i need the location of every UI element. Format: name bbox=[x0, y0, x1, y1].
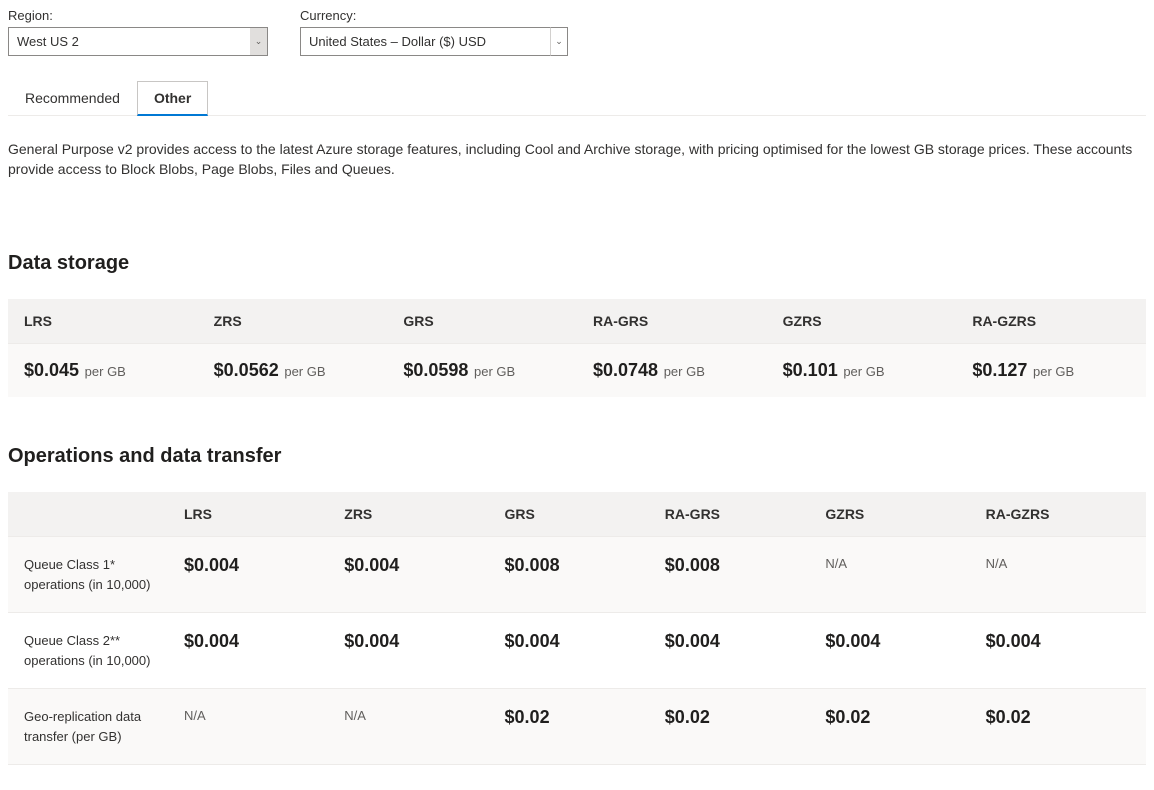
filter-bar: Region: West US 2 ⌄ Currency: United Sta… bbox=[8, 8, 1146, 72]
currency-select-wrap: United States – Dollar ($) USD ⌄ bbox=[300, 27, 568, 56]
table-cell: $0.004 bbox=[168, 613, 328, 689]
price-unit: per GB bbox=[660, 364, 705, 379]
region-select-wrap: West US 2 ⌄ bbox=[8, 27, 268, 56]
table-cell: $0.02 bbox=[809, 689, 969, 765]
price-amount: $0.004 bbox=[505, 631, 560, 651]
na-value: N/A bbox=[184, 708, 206, 723]
operations-title: Operations and data transfer bbox=[8, 445, 1146, 468]
table-cell: N/A bbox=[809, 537, 969, 613]
table-cell: $0.008 bbox=[489, 537, 649, 613]
table-header-cell: RA-GRS bbox=[649, 492, 810, 537]
price-amount: $0.0748 bbox=[593, 360, 658, 380]
price-amount: $0.02 bbox=[505, 707, 550, 727]
price-amount: $0.004 bbox=[184, 555, 239, 575]
price-amount: $0.02 bbox=[825, 707, 870, 727]
price-amount: $0.02 bbox=[665, 707, 710, 727]
price-cell: $0.0748 per GB bbox=[577, 344, 767, 397]
table-cell: N/A bbox=[970, 537, 1146, 613]
table-header-cell bbox=[8, 492, 168, 537]
row-label: Geo-replication data transfer (per GB) bbox=[8, 689, 168, 765]
price-amount: $0.004 bbox=[184, 631, 239, 651]
operations-table: LRSZRSGRSRA-GRSGZRSRA-GZRS Queue Class 1… bbox=[8, 492, 1146, 765]
price-amount: $0.101 bbox=[783, 360, 838, 380]
table-header-row: LRSZRSGRSRA-GRSGZRSRA-GZRS bbox=[8, 299, 1146, 344]
currency-label: Currency: bbox=[300, 8, 568, 23]
tier-description: General Purpose v2 provides access to th… bbox=[8, 116, 1146, 204]
table-cell: $0.008 bbox=[649, 537, 810, 613]
table-cell: $0.004 bbox=[649, 613, 810, 689]
table-cell: $0.004 bbox=[809, 613, 969, 689]
table-header-row: LRSZRSGRSRA-GRSGZRSRA-GZRS bbox=[8, 492, 1146, 537]
tab-recommended[interactable]: Recommended bbox=[8, 81, 137, 116]
price-amount: $0.045 bbox=[24, 360, 79, 380]
data-storage-table: LRSZRSGRSRA-GRSGZRSRA-GZRS $0.045 per GB… bbox=[8, 299, 1146, 397]
price-amount: $0.004 bbox=[986, 631, 1041, 651]
price-unit: per GB bbox=[840, 364, 885, 379]
price-cell: $0.0598 per GB bbox=[387, 344, 577, 397]
price-amount: $0.0562 bbox=[214, 360, 279, 380]
table-cell: $0.02 bbox=[489, 689, 649, 765]
price-cell: $0.101 per GB bbox=[767, 344, 957, 397]
table-cell: N/A bbox=[328, 689, 488, 765]
table-cell: $0.02 bbox=[970, 689, 1146, 765]
tab-other[interactable]: Other bbox=[137, 81, 208, 116]
table-header-cell: GZRS bbox=[809, 492, 969, 537]
table-header-cell: RA-GRS bbox=[577, 299, 767, 343]
price-amount: $0.008 bbox=[665, 555, 720, 575]
price-unit: per GB bbox=[81, 364, 126, 379]
tab-bar: Recommended Other bbox=[8, 80, 1146, 116]
table-cell: $0.004 bbox=[970, 613, 1146, 689]
price-amount: $0.02 bbox=[986, 707, 1031, 727]
price-unit: per GB bbox=[470, 364, 515, 379]
data-storage-title: Data storage bbox=[8, 252, 1146, 275]
table-header-cell: LRS bbox=[168, 492, 328, 537]
table-header-cell: RA-GZRS bbox=[956, 299, 1146, 343]
table-header-cell: GRS bbox=[489, 492, 649, 537]
row-label: Queue Class 1* operations (in 10,000) bbox=[8, 537, 168, 613]
table-row: $0.045 per GB$0.0562 per GB$0.0598 per G… bbox=[8, 344, 1146, 397]
currency-select[interactable]: United States – Dollar ($) USD bbox=[300, 27, 568, 56]
table-cell: N/A bbox=[168, 689, 328, 765]
table-cell: $0.02 bbox=[649, 689, 810, 765]
table-header-cell: ZRS bbox=[198, 299, 388, 343]
region-filter: Region: West US 2 ⌄ bbox=[8, 8, 268, 56]
table-header-cell: RA-GZRS bbox=[970, 492, 1146, 537]
region-label: Region: bbox=[8, 8, 268, 23]
price-cell: $0.045 per GB bbox=[8, 344, 198, 397]
region-select[interactable]: West US 2 bbox=[8, 27, 268, 56]
price-amount: $0.004 bbox=[344, 631, 399, 651]
table-header-cell: ZRS bbox=[328, 492, 488, 537]
table-header-cell: GRS bbox=[387, 299, 577, 343]
price-amount: $0.127 bbox=[972, 360, 1027, 380]
table-row: Queue Class 1* operations (in 10,000) $0.… bbox=[8, 537, 1146, 613]
table-cell: $0.004 bbox=[328, 537, 488, 613]
price-amount: $0.0598 bbox=[403, 360, 468, 380]
table-row: Queue Class 2** operations (in 10,000) $0… bbox=[8, 613, 1146, 689]
price-cell: $0.127 per GB bbox=[956, 344, 1146, 397]
table-row: Geo-replication data transfer (per GB) N/… bbox=[8, 689, 1146, 765]
na-value: N/A bbox=[825, 556, 847, 571]
row-label: Queue Class 2** operations (in 10,000) bbox=[8, 613, 168, 689]
table-cell: $0.004 bbox=[328, 613, 488, 689]
price-cell: $0.0562 per GB bbox=[198, 344, 388, 397]
price-amount: $0.004 bbox=[825, 631, 880, 651]
table-header-cell: GZRS bbox=[767, 299, 957, 343]
price-unit: per GB bbox=[281, 364, 326, 379]
price-amount: $0.004 bbox=[665, 631, 720, 651]
price-unit: per GB bbox=[1029, 364, 1074, 379]
currency-filter: Currency: United States – Dollar ($) USD… bbox=[300, 8, 568, 56]
price-amount: $0.008 bbox=[505, 555, 560, 575]
na-value: N/A bbox=[986, 556, 1008, 571]
table-header-cell: LRS bbox=[8, 299, 198, 343]
price-amount: $0.004 bbox=[344, 555, 399, 575]
na-value: N/A bbox=[344, 708, 366, 723]
table-cell: $0.004 bbox=[168, 537, 328, 613]
table-cell: $0.004 bbox=[489, 613, 649, 689]
